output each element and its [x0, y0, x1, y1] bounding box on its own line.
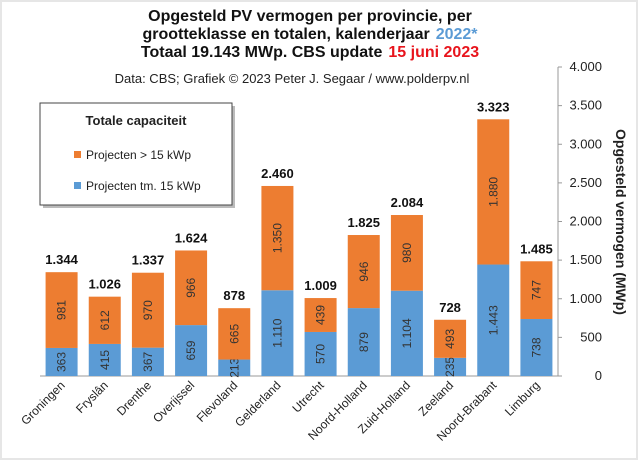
data-label: 980: [400, 243, 414, 263]
bar-segment: [477, 264, 510, 376]
legend-swatch: [74, 151, 81, 158]
y-tick-label: 2.000: [569, 214, 602, 229]
data-label: 966: [184, 277, 198, 297]
bar-segment: [347, 235, 380, 309]
y-tick-label: 3.500: [569, 98, 602, 113]
title-highlight: 15 juni 2023: [388, 44, 479, 61]
data-label: 415: [98, 350, 112, 370]
total-label: 3.323: [477, 99, 510, 114]
bar-segment: [45, 347, 78, 376]
bar-segment: [304, 298, 337, 332]
bar-segment: [434, 319, 467, 358]
legend-title: Totale capaciteit: [86, 113, 188, 128]
y-tick-label: 1.500: [569, 252, 602, 267]
total-label: 1.026: [88, 277, 121, 292]
total-label: 878: [223, 288, 245, 303]
legend: [39, 102, 233, 206]
data-label: 1.110: [270, 318, 284, 347]
data-label: 738: [529, 337, 543, 357]
title-highlight: 2022*: [436, 26, 479, 43]
bar-segment: [218, 359, 251, 376]
title-text: grootteklasse en totalen, kalenderjaar: [142, 26, 429, 43]
data-label: 946: [357, 261, 371, 281]
legend-swatch: [74, 182, 81, 189]
data-label: 659: [184, 340, 198, 360]
bar-segment: [477, 119, 510, 265]
data-label: 493: [443, 328, 457, 348]
data-label: 747: [529, 280, 543, 300]
y-tick-label: 1.000: [569, 291, 602, 306]
data-label: 1.443: [486, 305, 500, 335]
y-axis-label: Opgesteld vermogen (MWp): [613, 129, 629, 315]
data-label: 570: [314, 344, 328, 364]
bar-segment: [175, 250, 208, 326]
legend-label: Projecten > 15 kWp: [86, 148, 191, 162]
y-tick-label: 4.000: [569, 59, 602, 74]
subtitle: Data: CBS; Grafiek © 2023 Peter J. Segaa…: [115, 71, 470, 86]
data-label: 970: [141, 300, 155, 320]
data-label: 213: [227, 357, 241, 377]
bar-segment: [218, 308, 251, 360]
total-label: 1.485: [520, 241, 553, 256]
bar-segment: [434, 357, 467, 376]
bar-segment: [390, 290, 423, 376]
bar-segment: [261, 185, 294, 291]
bar-segment: [131, 272, 164, 348]
data-label: 612: [98, 310, 112, 330]
bar-segment: [175, 325, 208, 376]
legend-label: Projecten tm. 15 kWp: [86, 179, 201, 193]
y-tick-label: 2.500: [569, 175, 602, 190]
title-line: Opgesteld PV vermogen per provincie, per: [148, 8, 472, 25]
title-text: Opgesteld PV vermogen per provincie, per: [148, 8, 472, 25]
y-tick-label: 0: [595, 368, 602, 383]
bar-segment: [390, 215, 423, 291]
bar-segment: [45, 272, 78, 348]
title-text: Totaal 19.143 MWp. CBS update: [141, 44, 383, 61]
total-label: 2.460: [261, 166, 294, 181]
data-label: 879: [357, 332, 371, 352]
total-label: 1.825: [347, 215, 380, 230]
data-label: 665: [227, 324, 241, 344]
data-label: 235: [443, 357, 457, 377]
total-label: 1.337: [132, 253, 165, 268]
total-label: 2.084: [391, 195, 424, 210]
data-label: 1.104: [400, 318, 414, 348]
bar-segment: [520, 318, 553, 376]
title-line: grootteklasse en totalen, kalenderjaar 20…: [142, 26, 478, 43]
total-label: 1.344: [45, 252, 78, 267]
bar-segment: [347, 308, 380, 376]
bar-segment: [88, 296, 121, 344]
data-label: 1.350: [270, 223, 284, 253]
bar-segment: [88, 343, 121, 376]
data-label: 363: [55, 352, 69, 372]
bar-segment: [304, 331, 337, 376]
y-tick-label: 3.000: [569, 136, 602, 151]
total-label: 1.624: [175, 231, 208, 246]
y-tick-label: 500: [580, 329, 602, 344]
total-label: 1.009: [304, 278, 337, 293]
data-label: 981: [55, 300, 69, 320]
data-label: 439: [314, 305, 328, 325]
data-label: 367: [141, 351, 155, 371]
bar-segment: [520, 261, 553, 319]
data-label: 1.880: [486, 177, 500, 207]
title-line: Totaal 19.143 MWp. CBS update 15 juni 202…: [141, 44, 479, 61]
bar-segment: [261, 290, 294, 376]
bar-segment: [131, 347, 164, 376]
total-label: 728: [439, 300, 461, 315]
